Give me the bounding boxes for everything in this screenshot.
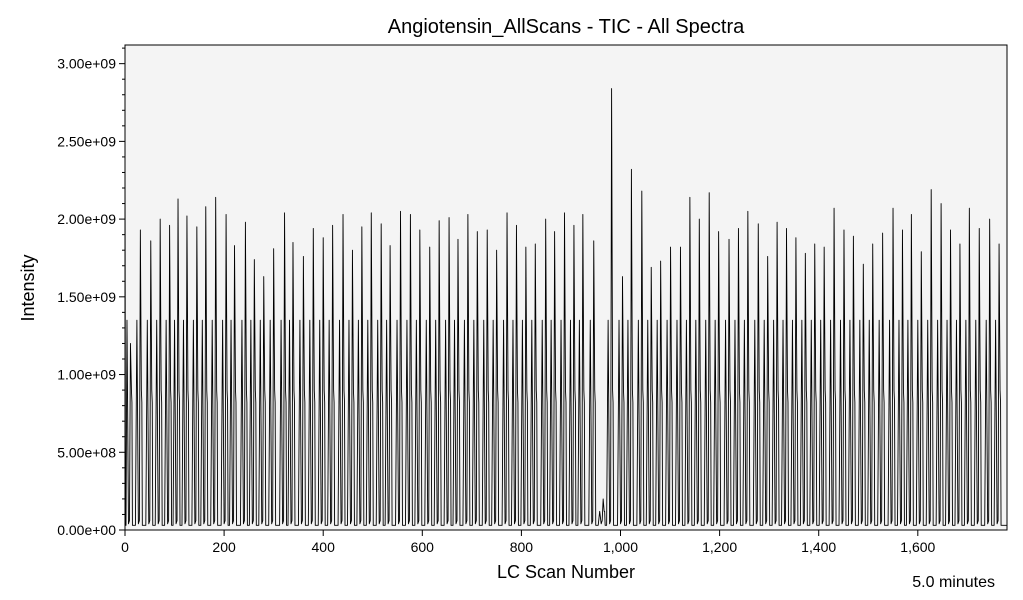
x-tick-label: 200 (212, 539, 236, 555)
x-tick-label: 1,400 (801, 539, 836, 555)
y-tick-label: 3.00e+09 (57, 56, 116, 72)
x-tick-label: 800 (510, 539, 534, 555)
x-tick-label: 1,200 (702, 539, 737, 555)
x-tick-label: 600 (411, 539, 435, 555)
x-tick-label: 0 (121, 539, 129, 555)
y-tick-label: 5.00e+08 (57, 444, 116, 460)
x-tick-label: 1,000 (603, 539, 638, 555)
y-axis-ticks: 0.00e+00 5.00e+08 1.00e+09 1.50e+09 2.00e+09… (57, 56, 125, 538)
x-tick-label: 400 (312, 539, 336, 555)
x-axis-label: LC Scan Number (497, 562, 635, 582)
plot-frame (124, 44, 1008, 531)
y-tick-label: 2.50e+09 (57, 133, 116, 149)
x-axis-ticks: 0 200 400 600 800 1,000 1,200 1,400 1,600 (121, 530, 936, 555)
y-tick-label: 0.00e+00 (57, 522, 116, 538)
x-tick-label: 1,600 (900, 539, 935, 555)
tic-series-line (124, 88, 1007, 526)
y-tick-label: 1.00e+09 (57, 367, 116, 383)
y-tick-label: 1.50e+09 (57, 289, 116, 305)
time-footer-label: 5.0 minutes (912, 574, 995, 591)
y-axis-label: Intensity (18, 254, 38, 321)
y-tick-label: 2.00e+09 (57, 211, 116, 227)
chart-title: Angiotensin_AllScans - TIC - All Spectra (388, 16, 745, 38)
